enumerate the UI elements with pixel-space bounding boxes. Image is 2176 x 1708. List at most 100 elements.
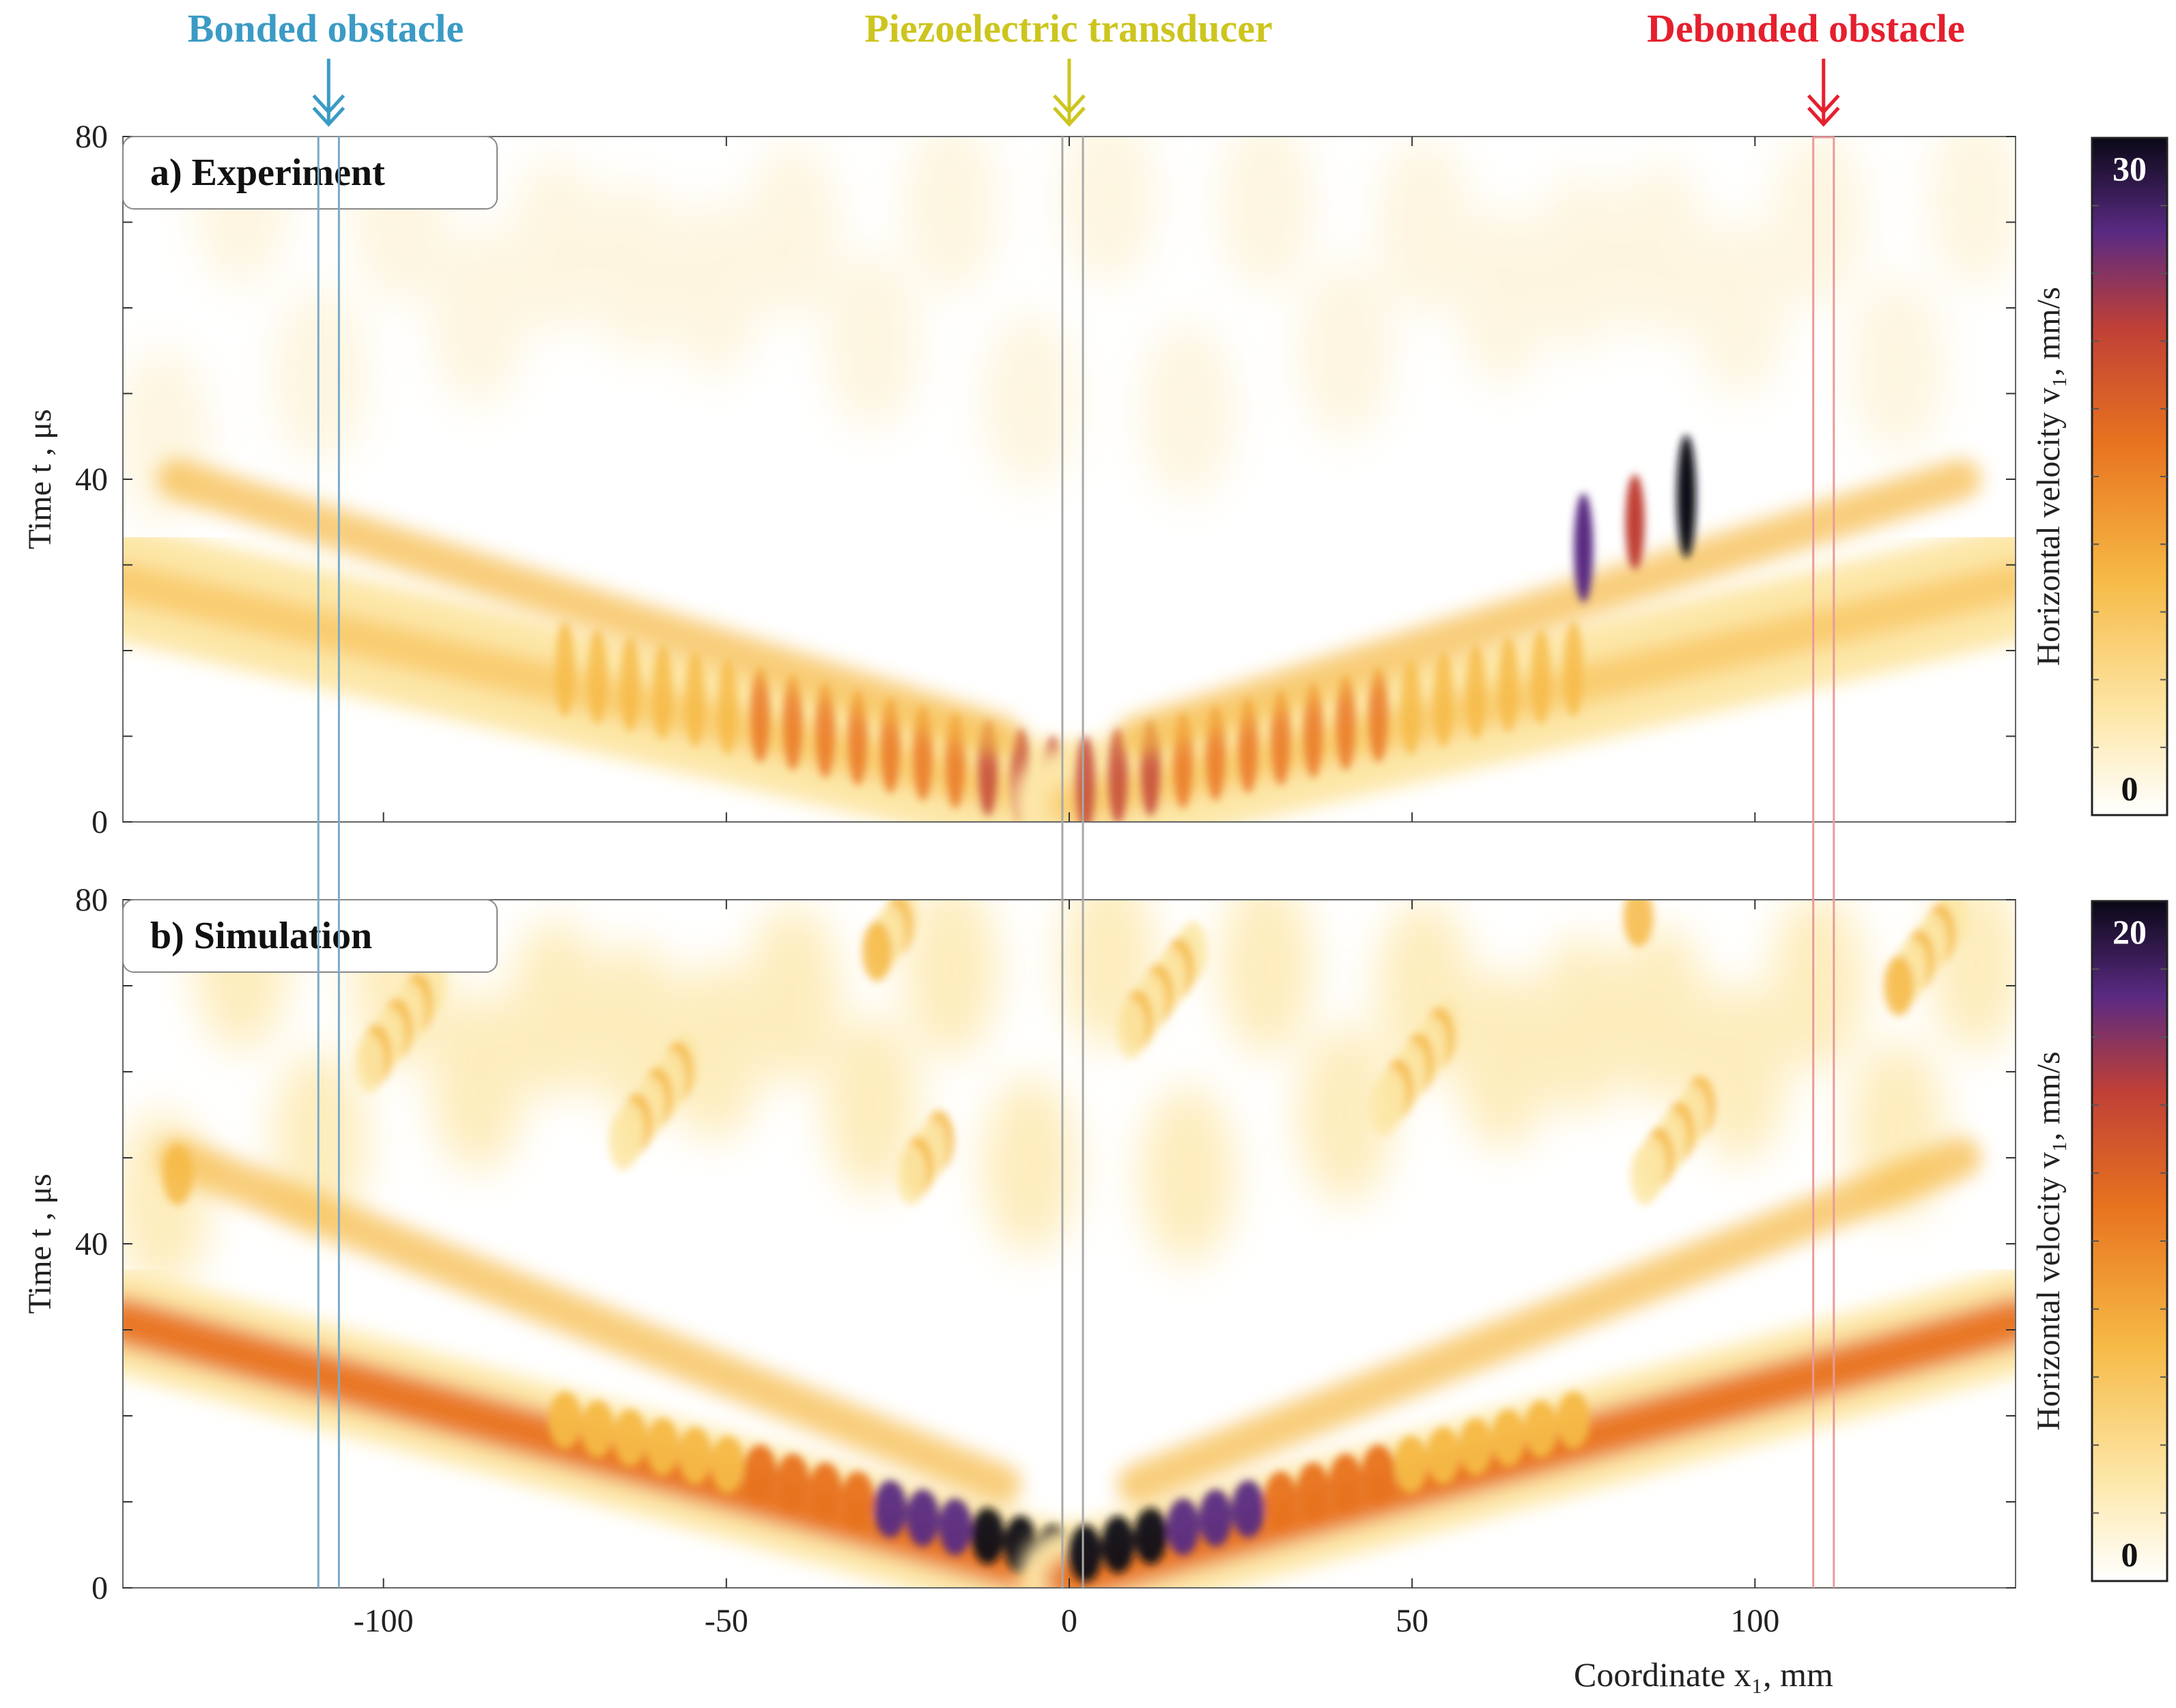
front-peak xyxy=(555,621,575,717)
front-peak xyxy=(1303,682,1323,778)
front-peak xyxy=(1459,1418,1493,1476)
colorbar-label: Horizontal velocity v₁, mm/s xyxy=(2031,287,2067,666)
field-blob xyxy=(903,137,999,295)
front-peak xyxy=(581,1400,614,1458)
y-tick-label: 80 xyxy=(75,882,108,918)
front-peak xyxy=(653,644,673,740)
front-peak xyxy=(613,1409,647,1467)
front-peak xyxy=(1531,629,1551,725)
panel-label: a) Experiment xyxy=(150,152,385,194)
reflected-front-left xyxy=(157,459,1021,757)
reflected-front-right xyxy=(1117,459,1981,757)
field-blob xyxy=(1613,162,1709,340)
field-blob xyxy=(824,1016,920,1195)
arrow-head xyxy=(1053,94,1086,115)
front-peak xyxy=(783,674,803,771)
wave-fronts xyxy=(123,524,2016,822)
field-blob xyxy=(429,229,526,407)
front-peak xyxy=(808,1462,842,1520)
field-blob xyxy=(903,900,999,1058)
field-blob xyxy=(123,1112,210,1290)
arrow-head xyxy=(1807,106,1840,127)
front-peak xyxy=(1075,736,1095,822)
panel-simulation: -100 -50 0 50 100 0 40 80 Time t , μs b) Simulati… xyxy=(22,882,2168,1639)
x-tick-label: 100 xyxy=(1730,1603,1779,1639)
panel-label: b) Simulation xyxy=(150,915,372,957)
field-blob xyxy=(608,1110,639,1171)
field-blob xyxy=(1116,999,1146,1059)
field-blob xyxy=(1534,937,1630,1115)
front-peak xyxy=(679,1427,712,1485)
field-blob xyxy=(896,1145,927,1206)
front-peak xyxy=(1199,1489,1232,1547)
front-peak xyxy=(1499,636,1518,732)
field-blob xyxy=(1691,984,1788,1163)
colorbar xyxy=(2091,137,2168,816)
field-blob xyxy=(745,905,841,1083)
field-blob xyxy=(1455,207,1551,385)
front-peak xyxy=(873,1480,907,1538)
field-blob xyxy=(666,963,763,1141)
debonded-obstacle-label: Debonded obstacle xyxy=(1647,6,1965,51)
front-peak xyxy=(646,1418,679,1476)
field-blob xyxy=(982,311,1078,489)
field-blob xyxy=(1455,971,1551,1149)
front-peak xyxy=(548,1391,582,1449)
x-tick-label: -100 xyxy=(354,1603,414,1639)
front-peak xyxy=(1368,667,1388,763)
front-peak xyxy=(1401,659,1421,756)
front-peak xyxy=(620,636,640,732)
front-peak xyxy=(841,1471,875,1529)
reflected-front-left xyxy=(157,1137,1021,1505)
field-blob xyxy=(1140,322,1236,500)
field-blob xyxy=(824,252,920,430)
front-peak xyxy=(1166,1498,1200,1556)
wave-fronts xyxy=(123,1270,2016,1588)
arrow-head xyxy=(1807,94,1840,115)
arrow-head xyxy=(312,106,345,127)
bonded-obstacle-label: Bonded obstacle xyxy=(187,6,464,51)
front-peak xyxy=(971,1507,1004,1565)
colorbar-max-label: 20 xyxy=(2113,913,2147,951)
y-axis-label: Time t , μs xyxy=(22,409,58,549)
peak-blob xyxy=(1574,493,1594,603)
y-tick-label: 0 xyxy=(91,1570,108,1606)
y-tick-label: 40 xyxy=(75,1226,108,1262)
field-blob xyxy=(509,920,605,1098)
front-peak xyxy=(1232,1480,1265,1538)
colorbar-label: Horizontal velocity v₁, mm/s xyxy=(2031,1051,2067,1430)
field-blob xyxy=(1770,900,1867,1071)
field-blob xyxy=(509,156,605,334)
reflected-front-right xyxy=(1117,1137,1981,1505)
field-blob xyxy=(862,921,892,982)
x-axis-label: Coordinate x₁, mm xyxy=(1574,1655,1833,1694)
field-blob xyxy=(1623,900,1654,948)
piezoelectric-transducer-label: Piezoelectric transducer xyxy=(864,6,1273,51)
front-peak xyxy=(1336,674,1355,771)
front-peak xyxy=(1297,1462,1330,1520)
colorbar-min-label: 0 xyxy=(2121,1535,2138,1574)
front-peak xyxy=(939,1498,972,1556)
x-tick-label: 0 xyxy=(1061,1603,1077,1639)
front-peak xyxy=(1108,728,1128,822)
peak-blob xyxy=(1625,474,1645,570)
front-peak xyxy=(750,667,770,763)
field-blob xyxy=(1613,926,1709,1104)
front-peak xyxy=(1433,651,1453,748)
y-axis-label: Time t , μs xyxy=(22,1173,58,1313)
field-blob xyxy=(1630,1145,1661,1206)
front-peak xyxy=(1361,1444,1395,1503)
front-peak xyxy=(1564,621,1583,717)
front-peak xyxy=(718,659,737,756)
reflected-fronts xyxy=(157,1137,1981,1505)
front-peak xyxy=(1426,1427,1460,1485)
y-tick-label: 0 xyxy=(91,804,108,840)
debonded-arrow xyxy=(1807,59,1840,127)
field-blob xyxy=(1370,1076,1400,1137)
field-blob xyxy=(1928,137,2016,289)
panel-label-box xyxy=(122,136,498,210)
arrow-head xyxy=(312,94,345,115)
field-blob xyxy=(1140,1085,1236,1264)
panel-experiment: 0 40 80 Time t , μs a) Experiment 30 0 Horizont… xyxy=(22,119,2168,840)
